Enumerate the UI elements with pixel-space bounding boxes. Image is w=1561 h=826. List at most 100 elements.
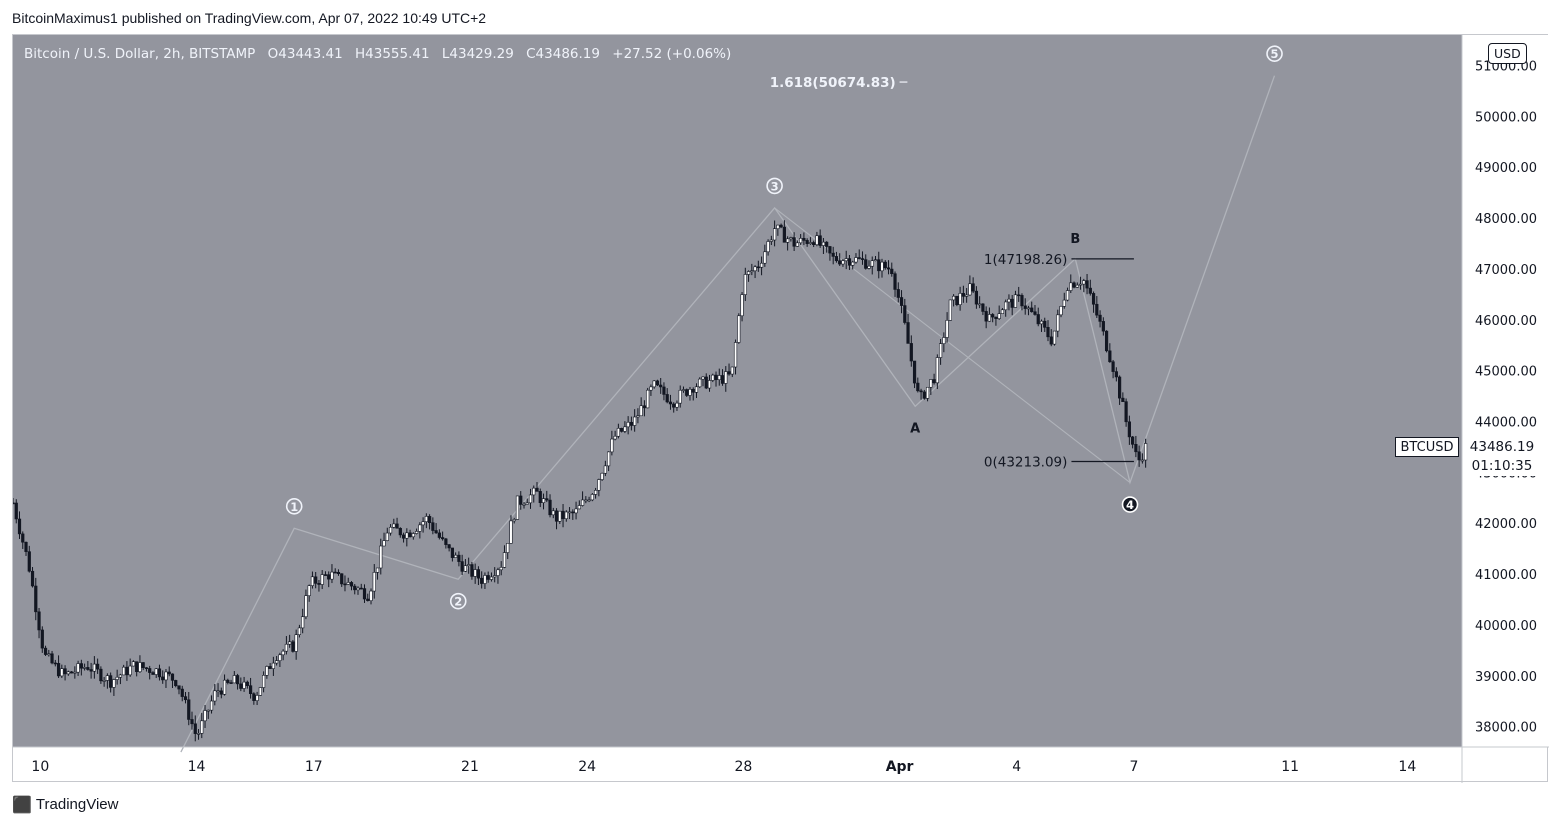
wave-label-2: 2 <box>454 595 462 609</box>
currency-badge[interactable]: USD <box>1488 43 1527 64</box>
price-axis <box>1462 35 1549 747</box>
candle-body <box>73 671 77 674</box>
candle-body <box>1023 305 1027 309</box>
candle-body <box>281 650 285 656</box>
candle-body <box>235 675 240 685</box>
candle-body <box>743 274 747 295</box>
footer-brand: TradingView <box>35 796 119 813</box>
candle-body <box>40 629 44 649</box>
candle-body <box>509 520 513 544</box>
candle-body <box>831 252 835 257</box>
candle-body <box>1039 320 1044 325</box>
candle-body <box>248 685 253 694</box>
candle-body <box>157 668 162 678</box>
candle-body <box>200 720 204 734</box>
candle-body <box>252 693 256 701</box>
candle-body <box>262 675 266 688</box>
candle-body <box>838 260 842 265</box>
candle-body <box>63 668 67 675</box>
candle-body <box>538 491 542 503</box>
wave-label-3: 3 <box>771 179 779 193</box>
candle-body <box>1033 311 1037 315</box>
wave-circle-3 <box>766 177 783 195</box>
candle-body <box>636 415 640 418</box>
candle-body <box>112 679 116 688</box>
time-tick-label: 14 <box>1398 759 1416 775</box>
candle-body <box>724 371 728 384</box>
candle-body <box>242 681 246 689</box>
candle-body <box>541 498 546 503</box>
candle-body <box>53 662 57 665</box>
wave-label-5: 5 <box>1271 47 1279 61</box>
candle-body <box>958 293 962 305</box>
candle-body <box>984 311 988 322</box>
candle-body <box>1104 330 1109 352</box>
candle-body <box>1065 290 1070 301</box>
candle-body <box>460 561 464 572</box>
candle-body <box>548 499 552 516</box>
publisher-line: BitcoinMaximus1 published on TradingView… <box>12 10 487 26</box>
candle-body <box>327 574 331 580</box>
candle-body <box>1082 280 1086 285</box>
candle-body <box>1013 294 1018 308</box>
candle-body <box>753 266 757 272</box>
candle-body <box>714 374 718 380</box>
candle-body <box>844 258 848 262</box>
candle-body <box>486 575 490 580</box>
price-tick-label: 48000.00 <box>1475 212 1537 227</box>
time-tick-label: 7 <box>1129 759 1138 775</box>
candle-body <box>144 667 149 669</box>
candle-body <box>545 498 549 501</box>
candle-body <box>37 611 41 631</box>
legend-close-label: C <box>526 46 536 62</box>
candle-body <box>206 709 210 712</box>
candle-body <box>704 376 708 389</box>
candle-body <box>938 343 943 358</box>
candle-body <box>148 668 152 673</box>
candle-body <box>925 386 930 399</box>
candle-body <box>815 235 819 245</box>
candle-body <box>551 510 555 516</box>
candle-body <box>668 401 673 405</box>
candle-body <box>177 685 181 690</box>
candle-body <box>170 673 175 681</box>
candle-body <box>96 663 100 670</box>
candle-body <box>987 314 992 322</box>
candle-body <box>34 585 38 613</box>
candle-body <box>229 682 233 684</box>
wave-circle-2 <box>449 592 467 610</box>
wave-label-4: 4 <box>1126 498 1134 512</box>
candle-body <box>864 259 868 269</box>
candle-body <box>1007 298 1011 303</box>
chart-frame[interactable]: 1(47198.26) 0(43213.09) 1.618(50674.83) 1 2… <box>12 34 1549 783</box>
candle-body <box>577 505 581 510</box>
candle-body <box>896 289 900 298</box>
candle-body <box>515 495 520 520</box>
candle-body <box>961 293 965 297</box>
candle-body <box>1140 459 1144 462</box>
candle-body <box>587 499 591 502</box>
price-tick-label: 47000.00 <box>1475 263 1537 278</box>
candle-body <box>759 262 764 268</box>
candle-body <box>398 527 402 536</box>
candle-body <box>1036 314 1040 325</box>
candle-body <box>1085 280 1089 289</box>
chart-canvas[interactable]: 1(47198.26) 0(43213.09) 1.618(50674.83) 1 2… <box>13 35 1549 783</box>
candle-body <box>1078 283 1083 286</box>
candle-body <box>1134 444 1138 453</box>
candle-body <box>392 523 396 528</box>
candle-body <box>43 647 48 655</box>
candle-body <box>265 666 269 676</box>
tradingview-logo[interactable]: ⬛ TradingView <box>12 795 118 814</box>
time-tick-label: 17 <box>305 759 323 775</box>
bar-countdown: 01:10:35 <box>1463 456 1541 476</box>
candle-body <box>431 522 435 531</box>
candle-body <box>613 435 617 440</box>
candle-body <box>1144 443 1148 461</box>
legend-open-label: O <box>267 46 279 62</box>
candle-body <box>375 567 380 573</box>
candle-body <box>167 671 171 675</box>
candle-body <box>997 313 1001 319</box>
candle-body <box>899 297 904 306</box>
legend-symbol: Bitcoin / U.S. Dollar, 2h, BITSTAMP <box>24 46 256 62</box>
